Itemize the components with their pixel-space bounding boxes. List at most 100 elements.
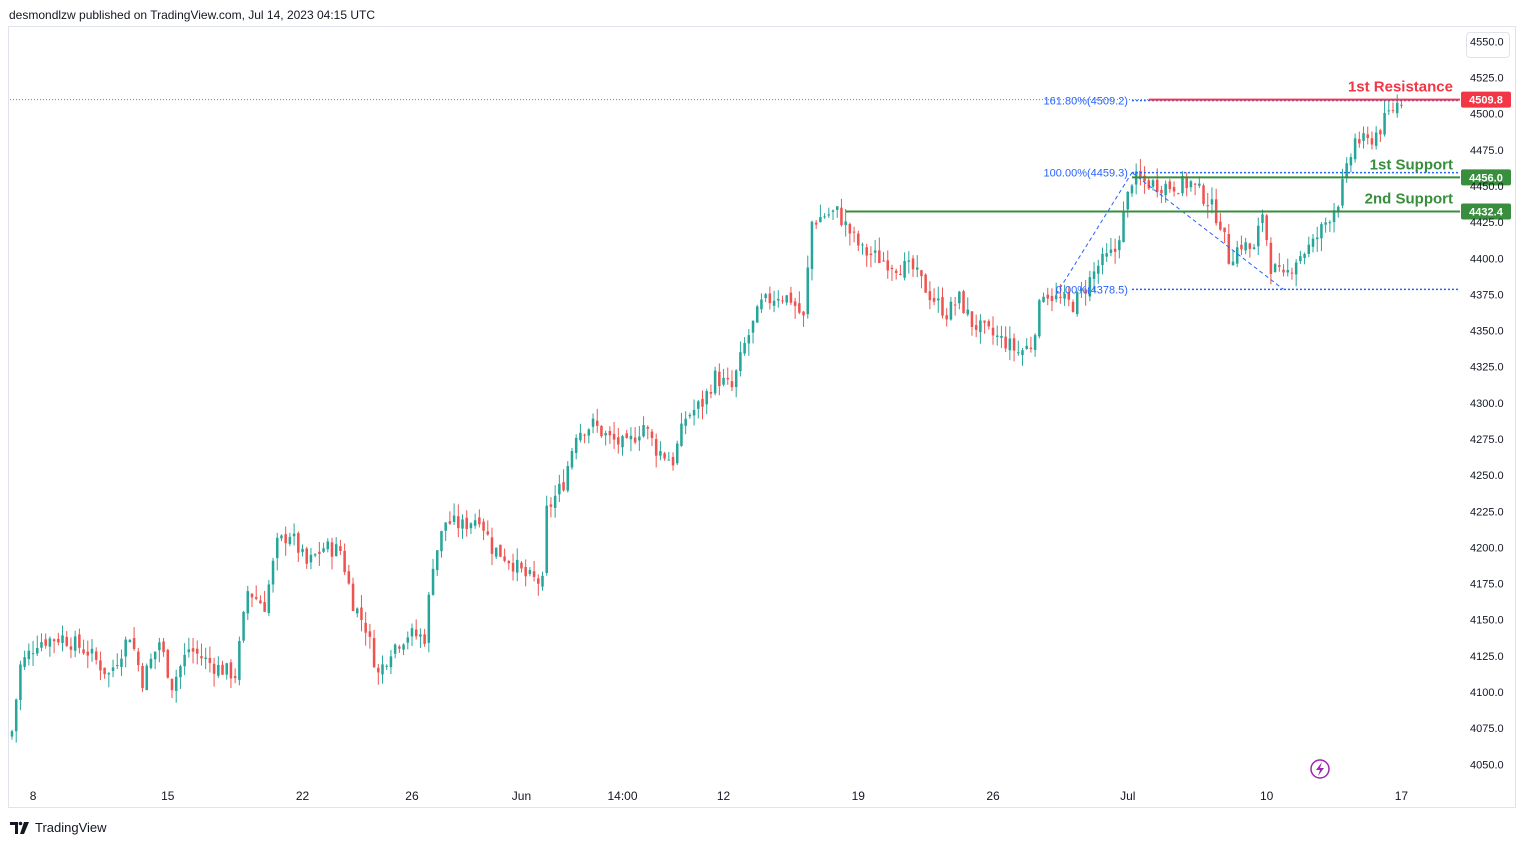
candle-body [229,662,233,679]
lightning-icon[interactable] [1310,759,1330,779]
candle-body [132,638,136,649]
candle-body [827,214,831,216]
y-tick-label: 4275.0 [1470,434,1504,446]
candle-body [579,432,582,441]
candle-body [629,435,633,440]
candle-body [52,639,56,642]
candle-body [1067,292,1071,300]
candle-body [65,636,68,646]
price-axis[interactable]: 4050.0 4075.0 4100.0 4125.0 4150.0 4175.0 4200… [1470,36,1504,771]
candle-body [966,309,970,315]
support-level-label: 2nd Support [1365,190,1453,207]
candle-body [23,657,26,667]
candle-body [499,544,502,557]
candle-body [452,515,456,523]
candle-body [145,665,148,691]
candle-body [368,631,372,637]
candle-body [713,370,717,394]
candle-body [254,597,258,599]
candle-body [330,542,334,557]
candle-body [701,398,704,407]
candle-body [995,335,999,337]
candle-body [1021,350,1024,356]
candle-body [979,320,982,333]
candle-body [1008,338,1012,351]
sr-levels[interactable]: 1st Resistance 4509.8 1st Support 4456.0 2nd… [10,79,1511,220]
candle-body [709,392,713,394]
y-tick-label: 4425.0 [1470,217,1504,229]
candle-body [377,667,380,673]
candle-body [1303,254,1306,258]
candle-body [558,483,561,495]
candle-body [469,523,473,529]
candle-body [802,311,805,316]
candle-body [1139,171,1142,179]
candle-body [974,325,978,330]
candle-body [1324,222,1327,225]
candle-body [250,593,254,598]
candle-body [128,639,132,643]
candle-body [217,664,220,676]
candle-body [722,377,725,385]
candle-body [671,457,675,466]
candle-body [537,578,540,584]
candle-body [781,300,784,302]
time-axis[interactable]: 8 15 22 26 Jun 14:00 12 19 26 Jul 10 17 [30,789,1409,803]
candle-body [1004,336,1007,349]
candle-body [553,495,557,508]
candle-body [44,639,47,646]
candle-body [297,533,300,553]
x-tick-label: 8 [30,789,37,803]
candle-body [595,420,599,426]
candle-body [1080,288,1083,292]
y-tick-label: 4450.0 [1470,181,1504,193]
candle-body [810,221,814,270]
candle-body [1000,335,1003,338]
candle-body [751,320,755,333]
candle-body [246,591,250,614]
candle-body [149,658,153,669]
candle-body [890,267,894,270]
candle-body [835,206,839,210]
candle-body [389,656,393,668]
candle-body [1311,238,1315,247]
candle-body [1400,104,1403,106]
x-tick-label: 14:00 [607,789,637,803]
candle-body [183,654,186,667]
candle-body [57,638,60,643]
candle-body [1269,242,1273,274]
candle-body [777,298,780,301]
candle-body [1341,178,1344,206]
candle-body [1307,244,1311,254]
candle-body [659,451,662,456]
candle-body [478,517,481,525]
candle-body [1147,180,1151,189]
candle-body [932,297,936,302]
candle-body [541,575,544,587]
candle-body [894,270,898,273]
candle-body [326,541,330,550]
candle-body [1160,189,1163,194]
candle-body [625,433,628,438]
scale-mode-button[interactable] [1466,32,1510,58]
candle-body [899,273,902,276]
candle-body [1033,335,1037,350]
candle-body [61,635,64,643]
chart-frame [8,26,1516,808]
candle-body [675,443,679,464]
candle-body [124,639,127,657]
candle-body [1231,261,1235,266]
candle-body [419,634,422,637]
candle-body [650,431,654,439]
y-tick-label: 4400.0 [1470,253,1504,265]
candle-body [1017,352,1020,354]
candle-body [1101,253,1104,266]
candle-body [633,437,637,443]
x-tick-label: 26 [405,789,419,803]
footer-brand[interactable]: TradingView [10,820,107,835]
candle-body [1358,138,1361,144]
candle-body [1299,256,1302,262]
candle-body [1244,242,1247,251]
candle-body [103,667,106,675]
